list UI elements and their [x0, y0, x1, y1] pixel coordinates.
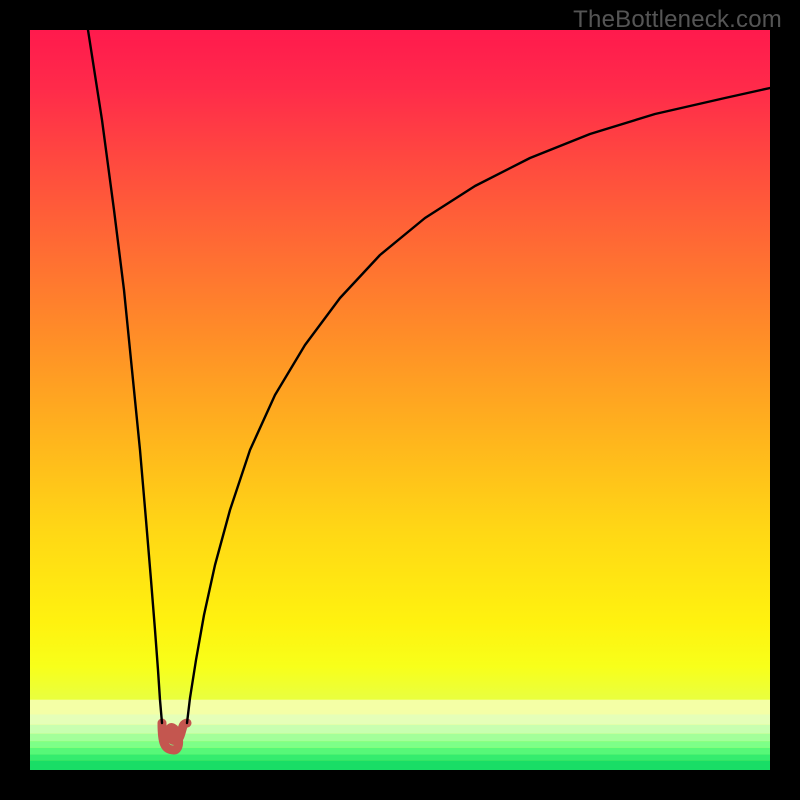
bottom-bands	[30, 700, 770, 770]
plot-area	[30, 30, 770, 770]
plot-svg	[30, 30, 770, 770]
gradient-background	[30, 30, 770, 770]
chart-frame: TheBottleneck.com	[0, 0, 800, 800]
